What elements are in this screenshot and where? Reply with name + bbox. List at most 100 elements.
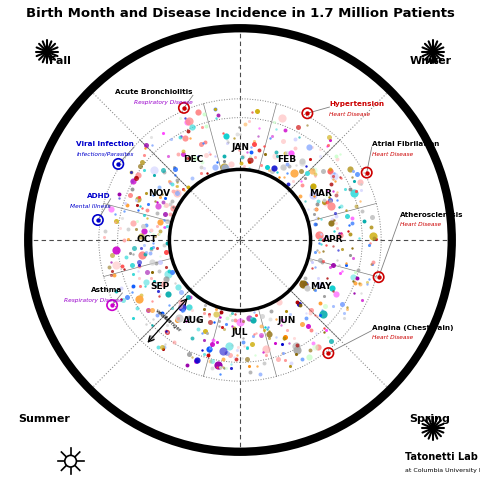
- Point: [193, 108, 201, 115]
- Point: [227, 312, 234, 319]
- Point: [336, 261, 343, 268]
- Point: [276, 173, 283, 181]
- Point: [160, 343, 168, 350]
- Point: [162, 275, 170, 283]
- Point: [272, 125, 279, 132]
- Point: [163, 240, 170, 247]
- Point: [180, 150, 187, 158]
- Point: [177, 132, 184, 140]
- Point: [225, 138, 232, 146]
- Point: [179, 306, 186, 313]
- Point: [170, 338, 178, 346]
- Point: [134, 172, 142, 180]
- Text: JUN: JUN: [277, 316, 296, 325]
- Point: [133, 201, 141, 209]
- Point: [166, 301, 173, 309]
- Point: [112, 246, 120, 253]
- Point: [156, 258, 164, 266]
- Point: [309, 143, 316, 150]
- Point: [205, 148, 213, 156]
- Point: [365, 276, 372, 283]
- Point: [141, 144, 149, 152]
- Point: [279, 349, 287, 357]
- Point: [257, 332, 264, 340]
- Point: [344, 228, 352, 235]
- Point: [312, 330, 320, 337]
- Point: [142, 235, 149, 242]
- Point: [164, 290, 172, 298]
- Point: [202, 123, 210, 131]
- Point: [130, 244, 137, 252]
- Point: [309, 182, 317, 190]
- Point: [279, 163, 287, 171]
- Point: [245, 164, 253, 171]
- Point: [142, 278, 149, 286]
- Point: [184, 127, 192, 135]
- Point: [154, 222, 161, 230]
- Point: [208, 364, 216, 372]
- Point: [246, 362, 253, 370]
- Point: [320, 324, 328, 332]
- Point: [268, 167, 276, 175]
- Point: [159, 345, 167, 353]
- Point: [328, 216, 336, 223]
- Point: [197, 140, 204, 148]
- Point: [309, 191, 316, 199]
- Point: [121, 199, 129, 207]
- Point: [112, 217, 120, 225]
- Point: [195, 325, 203, 333]
- Text: Mental Illness: Mental Illness: [71, 204, 110, 208]
- Point: [363, 280, 371, 288]
- Point: [329, 216, 336, 224]
- Point: [177, 298, 185, 306]
- Point: [266, 134, 274, 142]
- Point: [264, 324, 271, 332]
- Point: [169, 204, 177, 212]
- Point: [329, 188, 336, 195]
- Point: [228, 322, 236, 330]
- Point: [204, 169, 211, 177]
- Point: [140, 166, 148, 173]
- Point: [148, 298, 156, 305]
- Point: [129, 250, 137, 257]
- Point: [120, 207, 128, 215]
- Point: [297, 178, 305, 185]
- Point: [319, 236, 326, 244]
- Point: [263, 346, 270, 353]
- Point: [138, 232, 145, 240]
- Point: [159, 280, 167, 288]
- Point: [138, 252, 146, 259]
- Point: [312, 205, 320, 213]
- Point: [215, 318, 222, 325]
- Point: [315, 248, 323, 255]
- Point: [306, 155, 313, 163]
- Point: [181, 296, 189, 304]
- Point: [320, 198, 328, 206]
- Point: [186, 117, 193, 125]
- Point: [367, 261, 374, 268]
- Point: [256, 370, 264, 378]
- Point: [173, 188, 180, 196]
- Point: [319, 310, 327, 318]
- Point: [272, 152, 279, 160]
- Point: [322, 241, 330, 249]
- Point: [342, 259, 350, 266]
- Point: [301, 197, 309, 205]
- Point: [200, 309, 207, 317]
- Point: [311, 172, 318, 180]
- Point: [141, 282, 149, 290]
- Point: [332, 192, 340, 199]
- Point: [127, 168, 135, 176]
- Point: [334, 155, 341, 163]
- Point: [223, 314, 230, 322]
- Text: Respiratory Disease: Respiratory Disease: [64, 298, 122, 303]
- Point: [112, 287, 120, 295]
- Point: [320, 247, 327, 254]
- Point: [156, 193, 164, 201]
- Point: [155, 292, 163, 300]
- Text: Summer: Summer: [19, 414, 71, 424]
- Point: [332, 290, 340, 298]
- Point: [309, 166, 317, 173]
- Point: [138, 158, 145, 166]
- Point: [305, 143, 313, 151]
